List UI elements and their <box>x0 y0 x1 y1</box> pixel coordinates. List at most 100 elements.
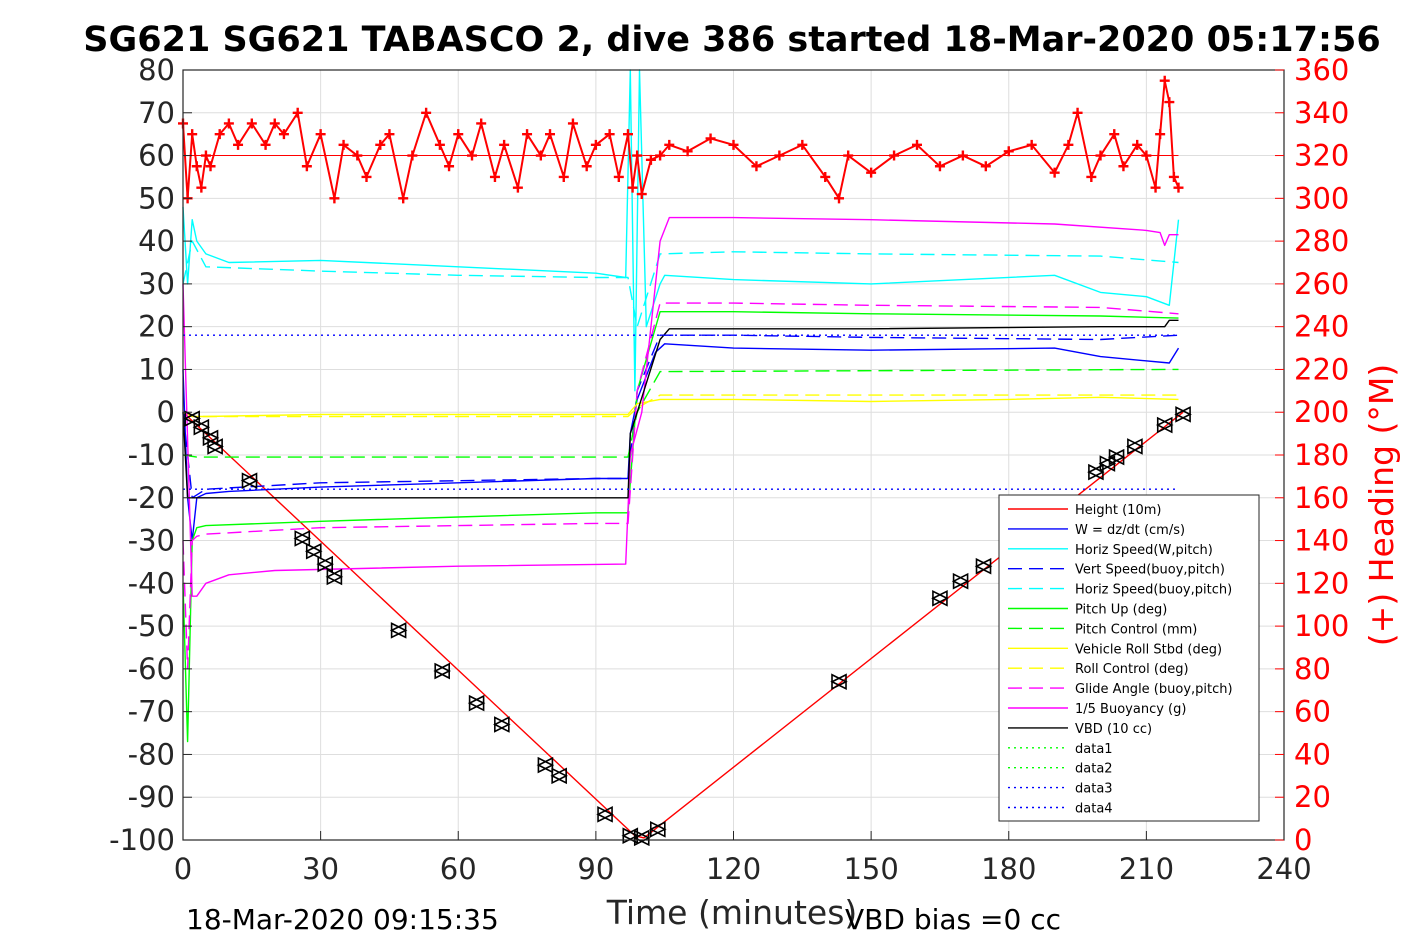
right-tick-label: 20 <box>1294 780 1331 814</box>
legend-label: VBD (10 cc) <box>1075 722 1152 737</box>
y-tick-label: -60 <box>128 652 175 686</box>
heading-trace <box>182 80 1180 201</box>
heading-point <box>705 133 716 144</box>
heading-point <box>774 150 785 161</box>
triangle-marker-left <box>536 756 554 774</box>
heading-point <box>223 118 234 129</box>
triangle-marker-left <box>550 767 567 785</box>
heading-point <box>522 129 533 140</box>
heading-point <box>1118 161 1129 172</box>
heading-point <box>797 139 808 150</box>
legend-item-horiz-speed-w-pitch: Horiz Speed(W,pitch) <box>1008 543 1213 558</box>
heading-point <box>196 182 207 193</box>
heading-point <box>260 139 271 150</box>
triangle-marker-left <box>206 438 223 455</box>
series-vert-speed-buoy-pitch <box>182 334 1179 499</box>
legend-label: data2 <box>1075 762 1113 777</box>
heading-point <box>1086 171 1097 182</box>
legend-item-data4: data4 <box>1008 802 1113 817</box>
right-tick-label: 100 <box>1294 609 1349 643</box>
heading-point <box>1026 139 1037 150</box>
heading-point <box>834 193 845 204</box>
heading-point <box>622 129 633 140</box>
triangle-marker-left <box>649 821 666 838</box>
heading-point <box>1164 97 1175 108</box>
legend-label: W = dz/dt (cm/s) <box>1075 523 1185 538</box>
legend-label: Height (10m) <box>1075 503 1161 518</box>
right-tick-label: 300 <box>1294 181 1349 215</box>
heading-point <box>655 150 666 161</box>
right-tick-label: 340 <box>1294 96 1349 130</box>
triangle-marker-left <box>325 568 343 586</box>
heading-point <box>407 150 418 161</box>
marker-layer <box>183 406 1192 847</box>
triangle-marker-left <box>467 694 485 712</box>
legend-item-w-dz-dt-cm-s: W = dz/dt (cm/s) <box>1008 523 1185 538</box>
heading-point <box>581 161 592 172</box>
heading-point <box>728 139 739 150</box>
y-tick-label: 70 <box>138 96 175 130</box>
heading-point <box>421 107 432 118</box>
heading-point <box>338 139 349 150</box>
y-tick-label: -30 <box>128 524 175 558</box>
legend-label: Glide Angle (buoy,pitch) <box>1075 682 1233 697</box>
y-tick-label: -40 <box>128 566 175 600</box>
heading-point <box>1109 129 1120 140</box>
legend-label: Vert Speed(buoy,pitch) <box>1075 563 1225 578</box>
series-vbd-10-cc <box>182 319 1179 499</box>
x-tick-label: 240 <box>1256 852 1311 886</box>
x-axis-label: Time (minutes) <box>606 893 858 932</box>
triangle-marker-left <box>1087 463 1104 481</box>
right-axis-label: (+) Heading (°M) <box>1362 364 1401 646</box>
heading-point <box>751 161 762 172</box>
heading-point <box>361 171 372 182</box>
heading-point <box>980 161 991 172</box>
heading-point <box>278 129 289 140</box>
legend-item-data1: data1 <box>1008 742 1113 757</box>
legend-label: data1 <box>1075 742 1113 757</box>
x-tick-label: 120 <box>706 852 761 886</box>
heading-point <box>200 150 211 161</box>
heading-point <box>889 150 900 161</box>
left-axis: -100-90-80-70-60-50-40-30-20-10010203040… <box>109 53 192 857</box>
y-tick-label: 50 <box>138 181 175 215</box>
triangle-marker-left <box>974 557 992 575</box>
series-pitch-up-deg <box>182 311 1179 743</box>
heading-point <box>545 129 555 140</box>
x-tick-label: 150 <box>843 852 898 886</box>
legend-item-height-10m: Height (10m) <box>1008 503 1161 518</box>
legend-item-data2: data2 <box>1008 762 1113 777</box>
triangle-marker-left <box>316 555 334 573</box>
triangle-marker-left <box>1107 448 1125 466</box>
y-tick-label: -90 <box>128 780 175 814</box>
triangle-marker-left <box>1098 455 1116 472</box>
triangle-marker-left <box>1126 438 1143 455</box>
heading-point <box>467 150 478 161</box>
right-tick-label: 220 <box>1294 352 1349 386</box>
heading-point <box>329 193 340 204</box>
heading-point <box>269 118 280 129</box>
heading-point <box>1063 139 1074 150</box>
heading-point <box>398 193 409 204</box>
footer-timestamp: 18-Mar-2020 09:15:35 <box>186 903 499 936</box>
series-glide-angle-buoy-pitch <box>182 302 1179 670</box>
heading-point <box>205 161 216 172</box>
heading-point <box>1155 129 1166 140</box>
right-tick-label: 40 <box>1294 737 1331 771</box>
heading-point <box>384 129 395 140</box>
legend-item-horiz-speed-buoy-pitch: Horiz Speed(buoy,pitch) <box>1008 583 1232 598</box>
heading-point <box>636 189 647 200</box>
triangle-marker-left <box>433 662 450 680</box>
heading-point <box>558 171 569 182</box>
right-tick-label: 260 <box>1294 267 1349 301</box>
heading-point <box>301 161 312 172</box>
series-1-5-buoyancy-g <box>182 216 1179 597</box>
legend-label: Pitch Up (deg) <box>1075 603 1167 618</box>
x-tick-label: 0 <box>174 852 192 886</box>
triangle-marker-left <box>830 673 847 691</box>
right-axis: 0 20 40 60 80 100 120 140 160 180 200 220 240 260 280 3… <box>1275 53 1349 857</box>
heading-point <box>476 118 487 129</box>
right-tick-label: 120 <box>1294 566 1349 600</box>
legend-label: data3 <box>1075 782 1113 797</box>
